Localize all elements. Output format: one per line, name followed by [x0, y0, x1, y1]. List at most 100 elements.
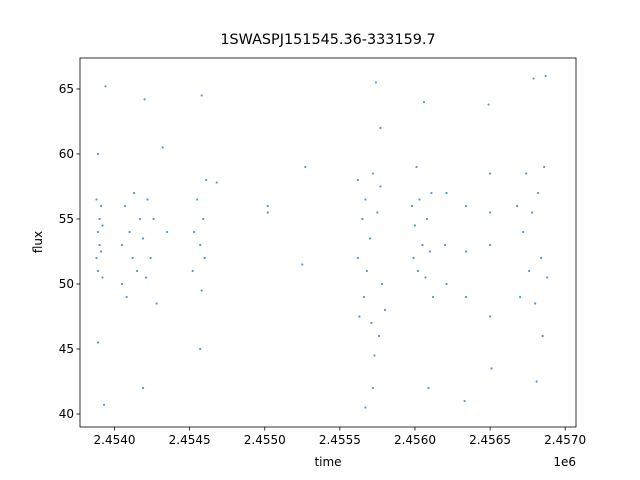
data-point	[123, 204, 127, 208]
data-point	[96, 152, 100, 156]
data-point	[96, 230, 100, 234]
data-point	[445, 191, 448, 195]
data-point	[146, 198, 149, 201]
data-point	[141, 237, 145, 240]
y-tick-label: 55	[59, 212, 74, 226]
data-point	[200, 289, 203, 292]
data-point	[98, 217, 101, 221]
data-point	[358, 315, 361, 318]
data-point	[428, 250, 432, 253]
data-point	[301, 263, 304, 266]
data-point	[410, 204, 414, 208]
data-point	[376, 211, 379, 214]
y-tick-label: 40	[59, 407, 74, 421]
data-point	[531, 211, 534, 214]
data-point	[304, 165, 307, 169]
data-point	[464, 204, 468, 208]
x-offset-label: 1e6	[553, 455, 576, 469]
data-point	[101, 276, 104, 279]
data-point	[488, 211, 492, 214]
data-point	[413, 224, 417, 227]
data-point	[266, 211, 269, 214]
data-point	[534, 302, 537, 305]
data-point	[215, 181, 218, 184]
data-point	[379, 185, 382, 188]
data-point	[202, 217, 205, 221]
data-point	[535, 380, 538, 383]
data-point	[431, 295, 435, 299]
data-point	[199, 243, 202, 247]
data-point	[383, 308, 387, 312]
data-point	[425, 217, 429, 221]
data-point	[101, 224, 104, 227]
data-point	[373, 354, 376, 357]
data-point	[95, 198, 98, 201]
data-point	[205, 178, 208, 182]
x-tick-label: 2.4555	[319, 433, 361, 447]
data-point	[200, 94, 203, 97]
data-point	[96, 341, 100, 344]
data-point	[488, 172, 492, 175]
data-point	[546, 276, 549, 279]
data-point	[519, 295, 522, 299]
data-point	[104, 85, 107, 88]
y-tick-label: 50	[59, 277, 74, 291]
x-tick-label: 2.4540	[94, 433, 136, 447]
data-point	[424, 276, 427, 279]
x-tick-label: 2.4570	[544, 433, 586, 447]
data-point	[356, 178, 359, 182]
data-point	[166, 230, 169, 234]
y-axis-label: flux	[31, 231, 45, 253]
data-point	[488, 243, 492, 247]
data-point	[516, 204, 519, 208]
data-point	[544, 74, 547, 78]
data-point	[193, 230, 196, 234]
data-point	[374, 81, 378, 84]
data-point	[128, 230, 131, 234]
data-point	[370, 321, 373, 325]
data-point	[141, 386, 145, 390]
data-point	[532, 77, 535, 80]
data-point	[418, 198, 421, 201]
data-point	[522, 230, 525, 234]
data-point	[445, 282, 448, 286]
data-point	[537, 191, 540, 195]
data-point	[203, 256, 206, 260]
x-tick-label: 2.4565	[469, 433, 511, 447]
data-point	[102, 403, 106, 406]
data-point	[95, 256, 98, 260]
x-tick-label: 2.4550	[244, 433, 286, 447]
data-point	[463, 399, 466, 403]
data-point	[541, 334, 544, 338]
data-point	[131, 256, 134, 260]
data-point	[149, 256, 152, 260]
y-tick-label: 45	[59, 342, 74, 356]
data-point	[364, 406, 367, 409]
data-point	[528, 269, 531, 273]
data-point	[135, 269, 139, 273]
data-point	[487, 103, 490, 106]
data-point	[361, 217, 364, 221]
data-point	[132, 191, 136, 195]
data-point	[152, 217, 155, 221]
x-tick-label: 2.4545	[169, 433, 211, 447]
data-point	[99, 204, 103, 208]
data-point	[96, 269, 100, 273]
data-point	[490, 367, 493, 370]
data-point	[430, 191, 433, 195]
data-point	[368, 237, 372, 240]
data-point	[380, 282, 384, 286]
data-point	[412, 256, 415, 260]
data-point	[365, 269, 369, 273]
data-point	[125, 295, 128, 299]
data-point	[364, 198, 367, 201]
data-point	[266, 204, 269, 208]
data-point	[362, 295, 366, 299]
data-point	[488, 315, 492, 318]
data-point	[443, 243, 447, 247]
data-point	[464, 295, 468, 299]
data-point	[99, 250, 103, 253]
plot-frame	[79, 57, 577, 428]
data-point	[371, 386, 375, 390]
